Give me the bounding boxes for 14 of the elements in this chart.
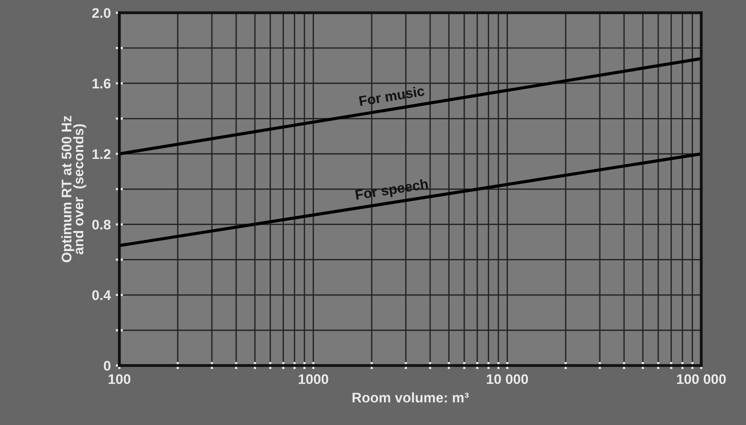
text: For music [358, 85, 425, 106]
y-tick-label: 0.4 [92, 290, 111, 300]
y-tick-label: 0 [104, 360, 110, 371]
x-tick-label: 100 000 [677, 374, 726, 384]
x-tick-label: 100 [108, 374, 130, 384]
y-tick-label: 2.0 [92, 8, 110, 18]
y-tick-label: 1.6 [92, 78, 111, 88]
y-tick-label: 1.2 [92, 149, 110, 159]
y-axis-title: Optimum RT at 500 Hz and over (seconds) [61, 116, 86, 262]
x-tick-label: 1000 [298, 374, 328, 384]
y-tick-label: 0.8 [92, 220, 111, 230]
text: For speech [355, 178, 429, 203]
x-tick-label: 10 000 [486, 374, 528, 384]
x-axis-title: Room volume: m³ [352, 392, 469, 403]
